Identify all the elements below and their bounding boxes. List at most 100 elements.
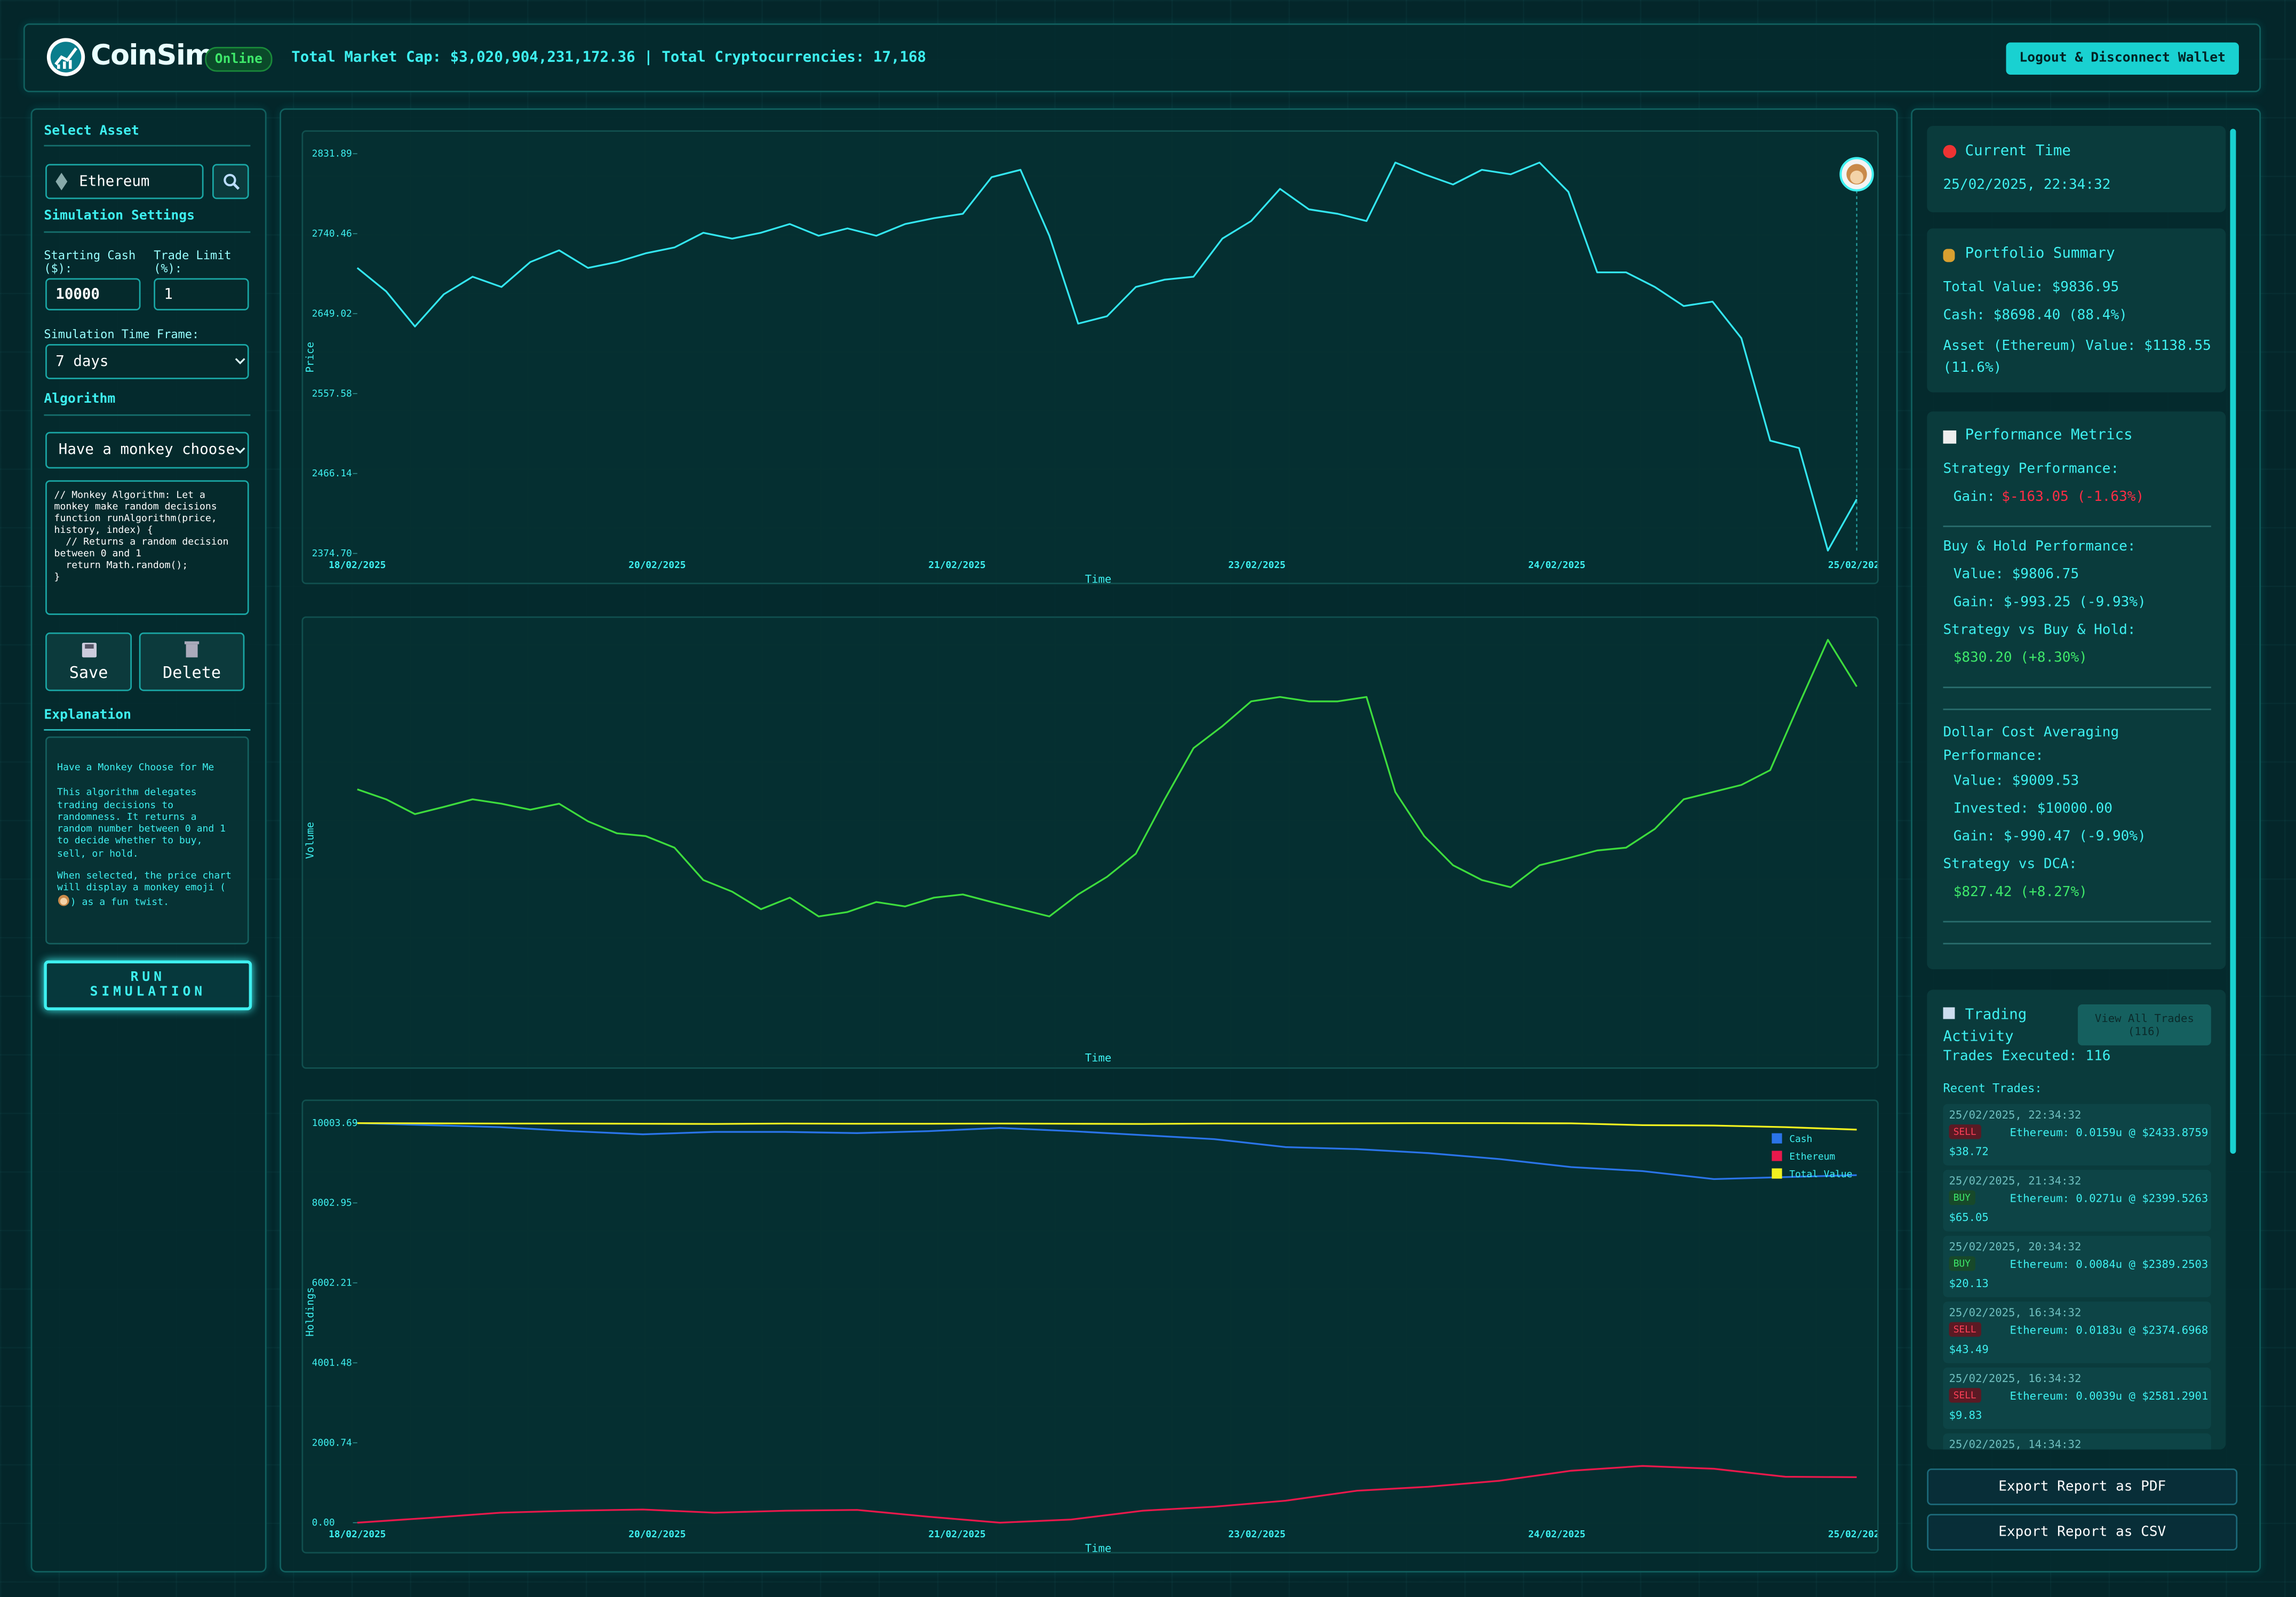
section-heading: Algorithm <box>44 392 116 408</box>
y-axis-label: Volume <box>304 822 316 859</box>
trade-amount: $43.49 <box>1949 1343 1989 1356</box>
y-tick-label: 6002.21 <box>312 1277 352 1289</box>
logo <box>46 38 85 76</box>
cash-input[interactable]: 10000 <box>45 278 141 310</box>
time-card <box>1927 126 2226 213</box>
y-tick-label: 2374.70 <box>312 548 352 559</box>
logout-button[interactable]: Logout & Disconnect Wallet <box>2006 42 2239 75</box>
trade-detail: Ethereum: 0.0039u @ $2581.2901 <box>2010 1389 2209 1403</box>
divider <box>1943 921 2211 923</box>
x-tick-label: 24/02/2025 <box>1528 1529 1585 1540</box>
divider <box>1943 943 2211 945</box>
market-summary: Total Market Cap: $3,020,904,231,172.36 … <box>291 50 927 66</box>
trade-item: 25/02/2025, 16:34:32 SELL Ethereum: 0.0039… <box>1943 1367 2211 1430</box>
series-line <box>357 1465 1857 1524</box>
x-tick-label: 23/02/2025 <box>1229 1529 1286 1540</box>
asset-input[interactable]: Ethereum <box>45 164 204 199</box>
price-chart: 2374.70 2466.14 2557.58 2649.02 2740.46 2831.… <box>301 130 1879 585</box>
header <box>23 23 2261 92</box>
legend-swatch <box>1772 1168 1782 1179</box>
divider <box>1943 686 2211 689</box>
divider <box>44 231 251 233</box>
trades-executed: Trades Executed: 116 <box>1943 1048 2111 1065</box>
trade-time: 25/02/2025, 16:34:32 <box>1949 1306 2082 1320</box>
series-line <box>357 1122 1857 1131</box>
trade-time: 25/02/2025, 14:34:32 <box>1949 1438 2082 1450</box>
card-heading: Trading Activity <box>1943 1007 2027 1045</box>
section-heading: Simulation Settings <box>44 209 195 224</box>
x-axis-label: Time <box>1085 1051 1112 1064</box>
monkey-face <box>1850 170 1863 184</box>
legend-swatch <box>1772 1151 1782 1161</box>
y-axis-label: Price <box>304 342 316 373</box>
volume-chart: Volume Time <box>301 616 1879 1069</box>
x-tick-label: 21/02/2025 <box>928 560 985 571</box>
run-button[interactable]: RUN SIMULATION <box>44 960 252 1010</box>
bank-icon <box>1943 1007 1955 1019</box>
y-tick-label: 2649.02 <box>312 308 352 319</box>
brand: CoinSim <box>91 39 214 72</box>
note-text: ) as a fun twist. <box>70 895 170 907</box>
button-label: Save <box>69 662 108 682</box>
x-tick-label: 18/02/2025 <box>329 1529 386 1540</box>
field-label: Starting Cash ($): <box>44 249 136 276</box>
y-axis-label: Holdings <box>304 1287 316 1337</box>
trade-time: 25/02/2025, 22:34:32 <box>1949 1108 2082 1122</box>
metric-line: Value: $9009.53 <box>1953 773 2079 789</box>
trade-time: 25/02/2025, 21:34:32 <box>1949 1174 2082 1188</box>
card-heading: Portfolio Summary <box>1965 246 2115 262</box>
trade-item: 25/02/2025, 21:34:32 BUY Ethereum: 0.0271u… <box>1943 1170 2211 1232</box>
timeframe-select[interactable]: 7 days <box>45 344 249 379</box>
metric-negative: $-163.05 (-1.63%) <box>2002 489 2144 505</box>
metric-line: Invested: $10000.00 <box>1953 801 2112 817</box>
series-line <box>357 638 1857 917</box>
delete-icon <box>184 641 200 658</box>
chart-icon <box>1943 430 1957 444</box>
delete-button[interactable]: Delete <box>139 632 245 691</box>
search-icon <box>222 173 239 190</box>
export-pdf-button[interactable]: Export Report as PDF <box>1927 1468 2238 1505</box>
trade-time: 25/02/2025, 20:34:32 <box>1949 1240 2082 1253</box>
divider <box>44 145 251 147</box>
holdings-chart: 0.00 2000.74 4001.48 6002.21 8002.95 10003.69… <box>301 1099 1879 1554</box>
export-csv-button[interactable]: Export Report as CSV <box>1927 1514 2238 1551</box>
save-button[interactable]: Save <box>45 632 132 691</box>
metric-line: Value: $9806.75 <box>1953 566 2079 583</box>
card-heading: Current Time <box>1965 143 2071 160</box>
metric-heading: Strategy vs Buy & Hold: <box>1943 622 2136 638</box>
x-tick-label: 18/02/2025 <box>329 560 386 571</box>
trade-detail: Ethereum: 0.0271u @ $2399.5263 <box>2010 1192 2209 1205</box>
metric-heading: Dollar Cost Averaging Performance: <box>1943 724 2119 764</box>
legend-label: Ethereum <box>1789 1151 1835 1162</box>
save-icon <box>81 642 96 657</box>
section-heading: Select Asset <box>44 124 139 139</box>
search-button[interactable] <box>212 164 249 199</box>
trade-amount: $9.83 <box>1949 1408 1982 1422</box>
trade-item: 25/02/2025, 16:34:32 SELL Ethereum: 0.0183… <box>1943 1301 2211 1363</box>
trade-time: 25/02/2025, 16:34:32 <box>1949 1371 2082 1385</box>
trade-detail: Ethereum: 0.0183u @ $2374.6968 <box>2010 1323 2209 1337</box>
explanation-note: When selected, the price chart will disp… <box>57 870 237 908</box>
y-tick-label: 2557.58 <box>312 388 352 399</box>
view-all-button[interactable]: View All Trades (116) <box>2078 1004 2211 1045</box>
recent-label: Recent Trades: <box>1943 1082 2042 1096</box>
y-tick-label: 2831.89 <box>312 148 352 159</box>
section-heading: Explanation <box>44 708 131 723</box>
divider <box>44 729 251 731</box>
y-tick-label: 2466.14 <box>312 468 352 479</box>
y-tick-label: 4001.48 <box>312 1357 352 1368</box>
clock-icon <box>1943 145 1957 158</box>
trade-item: 25/02/2025, 14:34:32 <box>1943 1433 2211 1450</box>
y-tick-label: 0.00 <box>312 1517 335 1528</box>
trade-side: SELL <box>1949 1322 1981 1337</box>
portfolio-line: Asset (Ethereum) Value: $1138.55 (11.6%) <box>1943 338 2211 377</box>
limit-input[interactable]: 1 <box>154 278 249 310</box>
algorithm-select[interactable]: Have a monkey choose <box>45 432 249 469</box>
x-tick-label: 20/02/2025 <box>628 560 685 571</box>
trade-side: BUY <box>1949 1256 1975 1271</box>
eth-icon <box>55 172 68 190</box>
code-editor[interactable]: // Monkey Algorithm: Let a monkey make r… <box>45 480 249 615</box>
metric-label: Gain: <box>1953 489 1996 505</box>
scrollbar <box>2230 129 2236 1154</box>
